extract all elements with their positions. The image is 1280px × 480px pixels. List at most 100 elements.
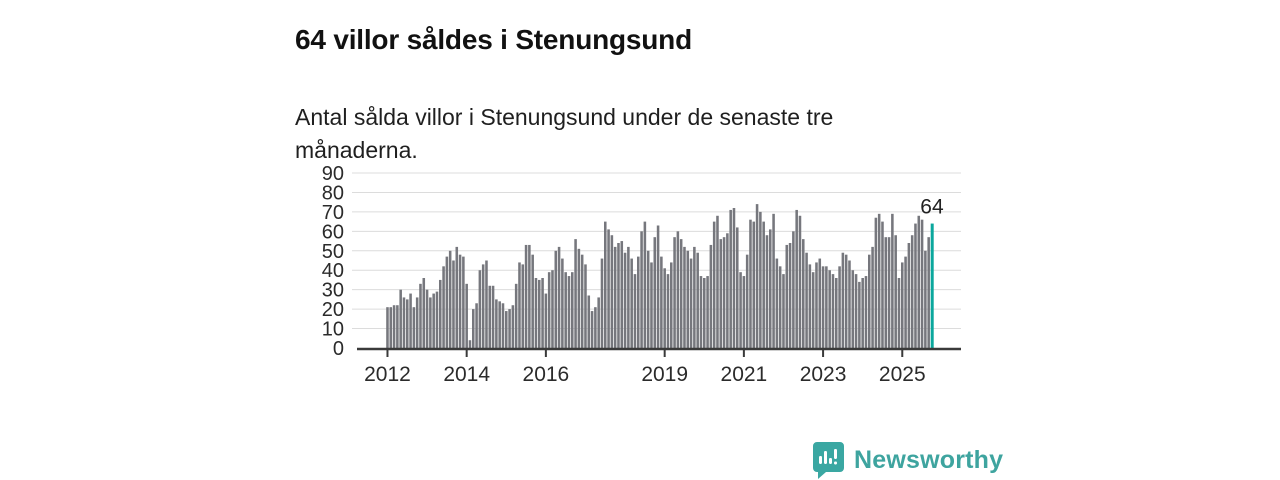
bar — [887, 237, 891, 348]
bar — [396, 305, 399, 348]
y-tick-label: 70 — [322, 202, 344, 224]
bar — [683, 246, 686, 348]
bar — [557, 246, 561, 348]
newsworthy-logo-icon — [813, 442, 844, 479]
highlight-bar — [930, 223, 934, 348]
bar — [828, 270, 831, 348]
bar — [402, 297, 406, 348]
bar — [802, 239, 805, 348]
bar — [881, 221, 884, 348]
bar — [630, 258, 633, 348]
bar — [848, 260, 851, 348]
bar — [412, 307, 416, 348]
bar — [531, 254, 534, 348]
bar — [716, 215, 719, 348]
bar — [607, 229, 610, 348]
bar — [752, 221, 756, 348]
newsworthy-wordmark: Newsworthy — [854, 445, 1004, 474]
bar — [425, 289, 429, 348]
bar — [656, 225, 660, 348]
y-tick-label: 20 — [322, 299, 344, 321]
x-tick-label: 2014 — [443, 363, 490, 386]
bar — [620, 241, 624, 348]
bar — [864, 276, 868, 348]
bar — [910, 235, 914, 348]
bar — [785, 244, 789, 348]
bar — [811, 272, 815, 348]
y-tick-label: 40 — [322, 260, 344, 282]
bar — [838, 266, 841, 348]
bar — [485, 260, 488, 348]
bar — [547, 272, 551, 348]
bar — [495, 299, 498, 348]
x-tick-label: 2016 — [523, 363, 570, 386]
bar — [442, 266, 445, 348]
bar — [448, 250, 452, 348]
bar — [521, 264, 525, 348]
bar — [660, 256, 663, 348]
bar — [775, 258, 779, 348]
bar — [472, 309, 475, 348]
bar — [673, 237, 676, 348]
bar — [637, 256, 640, 348]
bar — [498, 301, 501, 348]
bar — [439, 279, 442, 348]
bar — [841, 252, 845, 348]
bar — [689, 258, 693, 348]
bar — [798, 215, 802, 348]
bar — [722, 237, 726, 348]
bar — [914, 223, 917, 348]
bar — [399, 289, 402, 348]
bar — [792, 231, 795, 348]
bar — [386, 307, 389, 348]
y-tick-label: 60 — [322, 221, 344, 243]
x-tick-label: 2025 — [879, 363, 926, 386]
bar — [884, 237, 888, 348]
bar — [409, 293, 412, 348]
bar — [759, 211, 762, 348]
bar — [854, 274, 858, 348]
bar — [891, 213, 894, 348]
bar-chart-svg: 2012 2014 2016 2019 2021 2023 2025010203040506… — [322, 163, 961, 386]
bar — [458, 254, 462, 348]
chart-title: 64 villor såldes i Stenungsund — [295, 23, 692, 55]
bar — [505, 311, 508, 348]
bar — [815, 262, 818, 348]
bar — [739, 272, 742, 348]
bar — [574, 239, 577, 348]
bar-chart: 2012 2014 2016 2019 2021 2023 2025 0 10 20 30 40 50 6… — [300, 160, 990, 400]
bar — [696, 252, 699, 348]
bar — [686, 250, 690, 348]
bar — [917, 215, 921, 348]
bar — [831, 274, 835, 348]
bar — [805, 252, 808, 348]
bar — [825, 266, 828, 348]
bar — [623, 252, 627, 348]
bar — [584, 264, 587, 348]
bar — [610, 235, 614, 348]
bar — [663, 268, 666, 348]
bar — [561, 258, 564, 348]
bar — [422, 278, 426, 348]
bar — [749, 219, 752, 348]
bar — [706, 276, 709, 348]
bar — [488, 285, 492, 348]
bar — [445, 256, 449, 348]
bar — [920, 219, 924, 348]
bar — [877, 213, 881, 348]
bar — [755, 204, 759, 348]
bar — [577, 248, 581, 348]
bar — [432, 293, 435, 348]
bar — [415, 297, 419, 348]
bar — [528, 244, 531, 348]
bar — [924, 250, 927, 348]
y-tick-label: 0 — [333, 338, 344, 360]
bar — [808, 264, 812, 348]
bar — [726, 233, 729, 348]
y-tick-label: 90 — [322, 163, 344, 185]
bar — [670, 262, 673, 348]
bar — [719, 239, 723, 348]
bar — [590, 311, 594, 348]
bar — [429, 297, 432, 348]
